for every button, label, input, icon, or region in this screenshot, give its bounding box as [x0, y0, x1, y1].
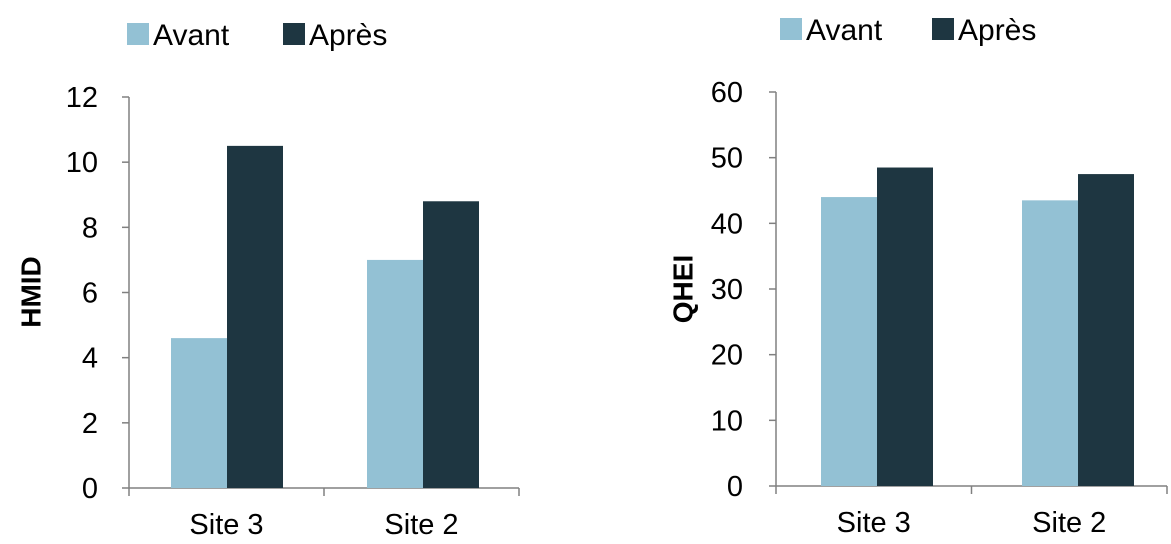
y-tick-label: 50 [711, 143, 743, 175]
bar-apres-site-3 [227, 145, 283, 488]
y-tick-label: 60 [711, 77, 743, 109]
legend-label-avant: Avant [806, 14, 883, 47]
y-tick-label: 20 [711, 340, 743, 372]
legend-swatch-apres [932, 18, 954, 40]
y-tick-label: 12 [66, 82, 98, 114]
legend-swatch-avant [127, 23, 149, 45]
legend-label-apres: Après [309, 19, 387, 52]
x-tick-label: Site 3 [189, 509, 263, 541]
y-tick-label: 6 [82, 278, 98, 310]
bar-apres-site-2 [1078, 174, 1134, 487]
bar-avant-site-2 [1022, 200, 1078, 486]
y-axis-title: QHEI [667, 255, 698, 323]
x-tick-label: Site 2 [384, 509, 458, 541]
legend-label-avant: Avant [153, 19, 230, 52]
chart-2: Avant Après 0 10 20 30 40 50 60 Site 3 Site 2 QHEI [667, 14, 1168, 539]
y-tick-label: 0 [82, 473, 98, 505]
bar-avant-site-3 [171, 338, 227, 488]
x-tick-label: Site 2 [1032, 507, 1106, 539]
y-tick-label: 8 [82, 212, 98, 244]
bar-apres-site-3 [877, 167, 933, 486]
y-tick-label: 2 [82, 408, 98, 440]
bar-avant-site-2 [367, 259, 423, 488]
legend-label-apres: Après [958, 14, 1036, 47]
legend-swatch-apres [283, 23, 305, 45]
y-tick-label: 10 [66, 147, 98, 179]
y-tick-label: 0 [727, 471, 743, 503]
chart-1: Avant Après 0 2 4 6 8 10 12 Site 3 Site 2 HMID [15, 19, 520, 541]
bar-avant-site-3 [821, 197, 877, 487]
bar-apres-site-2 [423, 201, 479, 488]
y-tick-label: 10 [711, 405, 743, 437]
x-tick-label: Site 3 [837, 507, 911, 539]
y-tick-label: 40 [711, 208, 743, 240]
y-tick-label: 30 [711, 274, 743, 306]
y-tick-label: 4 [82, 343, 98, 375]
legend-swatch-avant [780, 18, 802, 40]
y-axis-title: HMID [15, 256, 46, 328]
